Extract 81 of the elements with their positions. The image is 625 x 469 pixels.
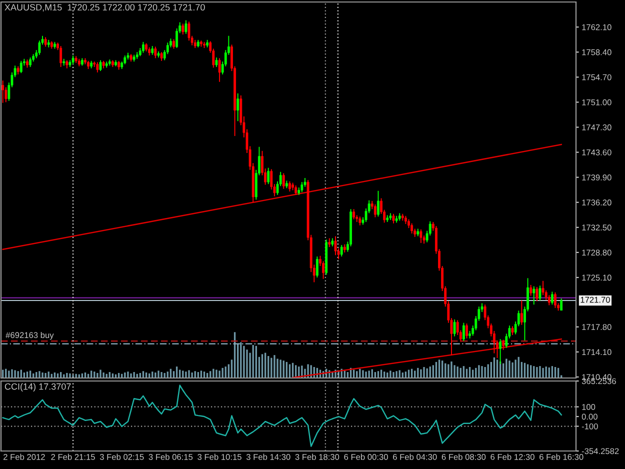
y-tick-label: 1732.50 xyxy=(582,224,612,230)
y-tick-label: 1714.10 xyxy=(582,349,612,356)
y-tick-label: 1751.00 xyxy=(582,99,612,106)
line-series xyxy=(2,384,562,447)
candlestick xyxy=(538,285,542,301)
candlestick xyxy=(188,21,190,42)
candlestick xyxy=(20,60,22,74)
candlestick xyxy=(29,57,32,68)
x-tick-label: 3 Feb 18:30 xyxy=(295,454,340,460)
x-tick-label: 6 Feb 04:30 xyxy=(393,454,437,460)
y-tick-label: 1739.90 xyxy=(582,174,612,180)
candlestick xyxy=(462,322,465,342)
candlestick xyxy=(184,20,188,34)
y-tick-label: 1754.70 xyxy=(582,74,612,80)
y-tick-label: 100 xyxy=(582,404,596,410)
candlestick xyxy=(466,323,468,339)
candlestick xyxy=(182,23,184,35)
candlestick xyxy=(532,286,536,306)
x-tick-label: 3 Feb 14:30 xyxy=(246,454,290,460)
candlestick xyxy=(550,291,554,306)
y-tick-label: 1710.40 xyxy=(582,374,612,380)
candlestick xyxy=(44,36,47,48)
candlestick xyxy=(38,40,41,56)
x-tick-label: 6 Feb 12:30 xyxy=(490,454,534,460)
candlestick xyxy=(410,222,414,234)
x-tick-label: 3 Feb 02:15 xyxy=(100,454,144,460)
chart-title: CCI(14) 17.3707 xyxy=(4,383,71,392)
y-tick-label: 1725.10 xyxy=(582,274,612,281)
candlestick xyxy=(172,38,175,50)
candlestick xyxy=(267,167,270,185)
chart-title: XAUUSD,M15 1720.25 1722.00 1720.25 1721.70 xyxy=(4,4,205,12)
candlestick xyxy=(99,60,102,72)
candlestick xyxy=(288,180,291,192)
candlestick xyxy=(420,228,422,244)
candlestick xyxy=(536,286,538,302)
y-tick-label: 1717.80 xyxy=(582,324,612,330)
candlestick xyxy=(300,182,304,193)
candlestick xyxy=(218,58,221,82)
candlestick xyxy=(236,92,240,122)
y-tick-label: 365.2536 xyxy=(582,378,616,384)
x-tick-label: 6 Feb 00:30 xyxy=(344,454,388,460)
candlestick xyxy=(554,292,556,308)
candlestick xyxy=(377,190,380,218)
candlestick xyxy=(142,41,144,54)
y-tick-label: 0.00 xyxy=(582,414,598,420)
candlestick xyxy=(282,172,285,190)
candlestick xyxy=(392,213,395,224)
candlestick xyxy=(340,244,343,257)
y-tick-label: 1758.40 xyxy=(582,49,612,56)
y-tick-label: 1743.60 xyxy=(582,149,612,156)
candlestick xyxy=(502,339,505,350)
y-tick-label: -354.2582 xyxy=(582,448,619,454)
candlestick xyxy=(530,284,532,296)
x-tick-label: 6 Feb 16:30 xyxy=(540,454,584,460)
candlestick xyxy=(96,62,99,73)
candlestick xyxy=(520,300,523,326)
y-tick-label: -100 xyxy=(582,423,598,430)
candlestick xyxy=(154,46,157,59)
candlestick xyxy=(542,280,544,296)
candlestick xyxy=(334,236,337,256)
ref-line-label: 1721.70 xyxy=(580,296,610,303)
annotation: #692163 buy xyxy=(6,332,54,340)
candlestick xyxy=(374,204,376,218)
candlestick xyxy=(60,46,62,68)
candlestick xyxy=(294,184,298,196)
x-tick-label: 6 Feb 08:30 xyxy=(442,454,486,460)
y-tick-label: 1736.20 xyxy=(582,200,612,206)
candlestick xyxy=(352,208,356,220)
candlestick xyxy=(453,318,456,337)
x-tick-label: 3 Feb 06:15 xyxy=(148,454,193,460)
y-tick-label: 1728.80 xyxy=(582,250,612,256)
y-tick-label: 1747.30 xyxy=(582,124,612,130)
y-tick-label: 1762.10 xyxy=(582,24,612,30)
x-tick-label: 2 Feb 2012 xyxy=(4,454,45,460)
x-tick-label: 3 Feb 10:15 xyxy=(198,454,242,460)
x-tick-label: 2 Feb 21:15 xyxy=(51,454,95,460)
candlestick xyxy=(548,294,550,306)
candlestick xyxy=(2,80,4,104)
candlestick xyxy=(316,256,318,278)
candlestick xyxy=(560,298,563,311)
candlestick xyxy=(215,57,218,68)
